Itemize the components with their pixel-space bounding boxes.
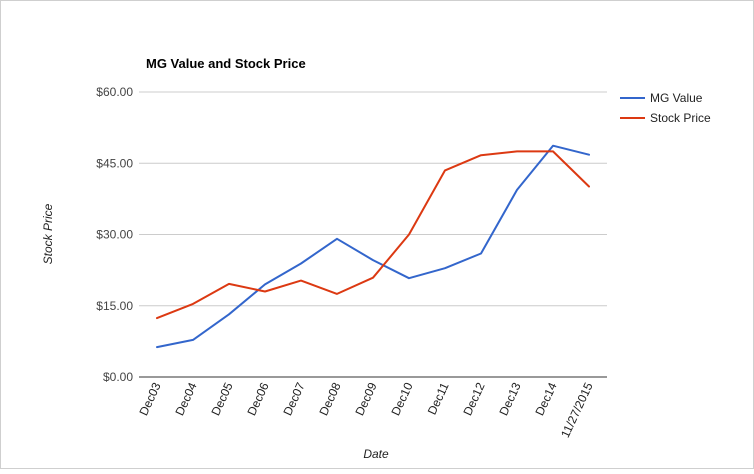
y-axis-label: Stock Price bbox=[41, 203, 55, 264]
y-tick-labels: $0.00 $15.00 $30.00 $45.00 $60.00 bbox=[96, 85, 133, 384]
y-tick-label: $60.00 bbox=[96, 85, 133, 99]
x-axis-label: Date bbox=[363, 447, 389, 461]
series-line-stock-price bbox=[156, 150, 590, 320]
y-tick-label: $0.00 bbox=[103, 370, 133, 384]
series-line-mg-value bbox=[156, 144, 590, 349]
legend-label: MG Value bbox=[650, 91, 703, 105]
y-tick-label: $30.00 bbox=[96, 228, 133, 242]
chart-title: MG Value and Stock Price bbox=[146, 56, 306, 71]
gridlines bbox=[139, 91, 607, 307]
legend-label: Stock Price bbox=[650, 111, 711, 125]
y-tick-label: $15.00 bbox=[96, 299, 133, 313]
legend: MG Value Stock Price bbox=[620, 91, 711, 125]
series-lines bbox=[156, 144, 590, 349]
y-tick-label: $45.00 bbox=[96, 156, 133, 170]
